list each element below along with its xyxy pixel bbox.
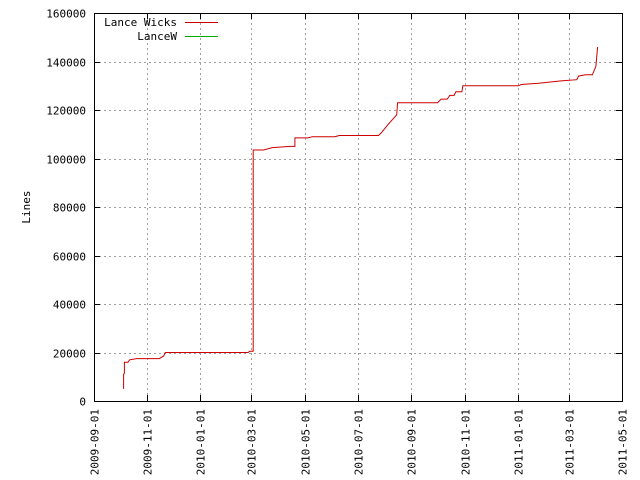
x-tick-label: 2011-01-01 [513,409,526,475]
x-tick-label: 2009-09-01 [89,409,102,475]
x-tick-label: 2011-03-01 [564,409,577,475]
y-tick-label: 140000 [46,57,86,70]
y-tick-label: 60000 [53,251,86,264]
y-tick-label: 120000 [46,105,86,118]
y-tick-label: 160000 [46,8,86,21]
x-tick-label: 2009-11-01 [142,409,155,475]
grid-lines [94,13,622,401]
series-line-0 [123,46,599,389]
y-tick-label: 0 [79,396,86,409]
x-tick-label: 2010-05-01 [300,409,313,475]
legend-label: LanceW [137,30,177,43]
x-tick-label: 2010-07-01 [353,409,366,475]
series-lines [123,46,599,389]
y-tick-label: 20000 [53,348,86,361]
x-tick-label: 2010-01-01 [195,409,208,475]
y-tick-label: 40000 [53,299,86,312]
x-tick-label: 2010-09-01 [406,409,419,475]
y-axis-label: Lines [20,190,33,223]
axes: 0 20000 40000 60000 80000 100000 120000 140000 1… [46,8,629,476]
y-tick-label: 80000 [53,202,86,215]
x-tick-label: 2011-05-01 [617,409,630,475]
y-tick-label: 100000 [46,154,86,167]
x-tick-label: 2010-11-01 [460,409,473,475]
x-tick-label: 2010-03-01 [246,409,259,475]
legend-label: Lance Wicks [104,16,177,29]
